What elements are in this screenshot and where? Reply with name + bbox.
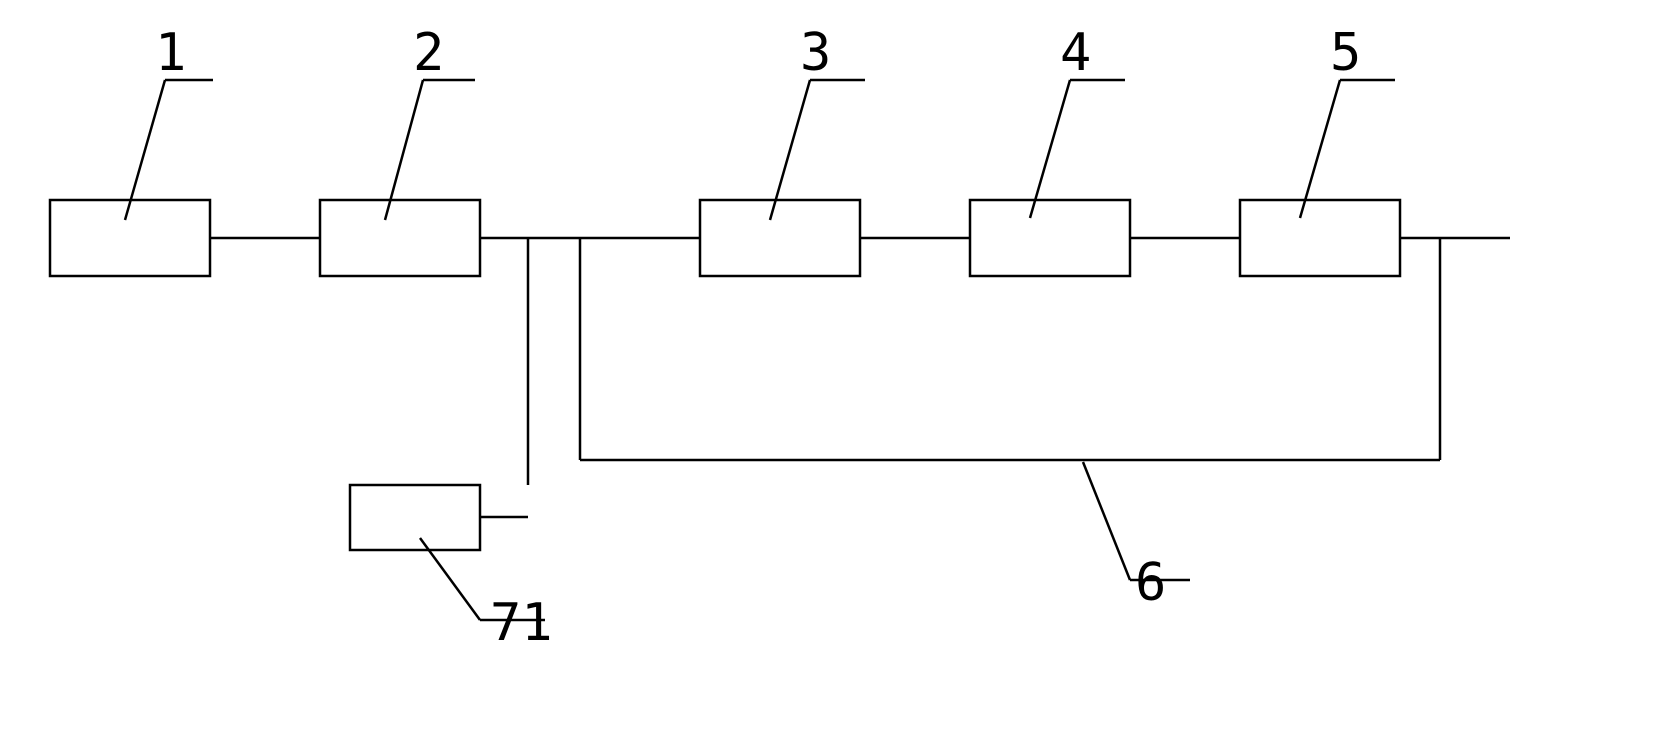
block-71	[350, 485, 480, 550]
block-2	[320, 200, 480, 276]
leaders-layer	[125, 80, 1395, 620]
label-6: 6	[1135, 553, 1166, 613]
label-5: 5	[1330, 23, 1361, 83]
block-1	[50, 200, 210, 276]
labels-layer: 1 2 3 4 5 6 71	[155, 23, 1361, 653]
label-1: 1	[155, 23, 186, 83]
block-diagram: 1 2 3 4 5 6 71	[0, 0, 1664, 748]
block-3	[700, 200, 860, 276]
block-4	[970, 200, 1130, 276]
block-5	[1240, 200, 1400, 276]
label-4: 4	[1060, 23, 1091, 83]
leader-ld5	[1300, 80, 1340, 218]
leader-ld6	[1083, 462, 1130, 580]
leader-ld4	[1030, 80, 1070, 218]
boxes-layer	[50, 200, 1400, 550]
label-2: 2	[413, 23, 444, 83]
label-71: 71	[490, 593, 553, 653]
connectors-layer	[210, 238, 1510, 517]
label-3: 3	[800, 23, 831, 83]
